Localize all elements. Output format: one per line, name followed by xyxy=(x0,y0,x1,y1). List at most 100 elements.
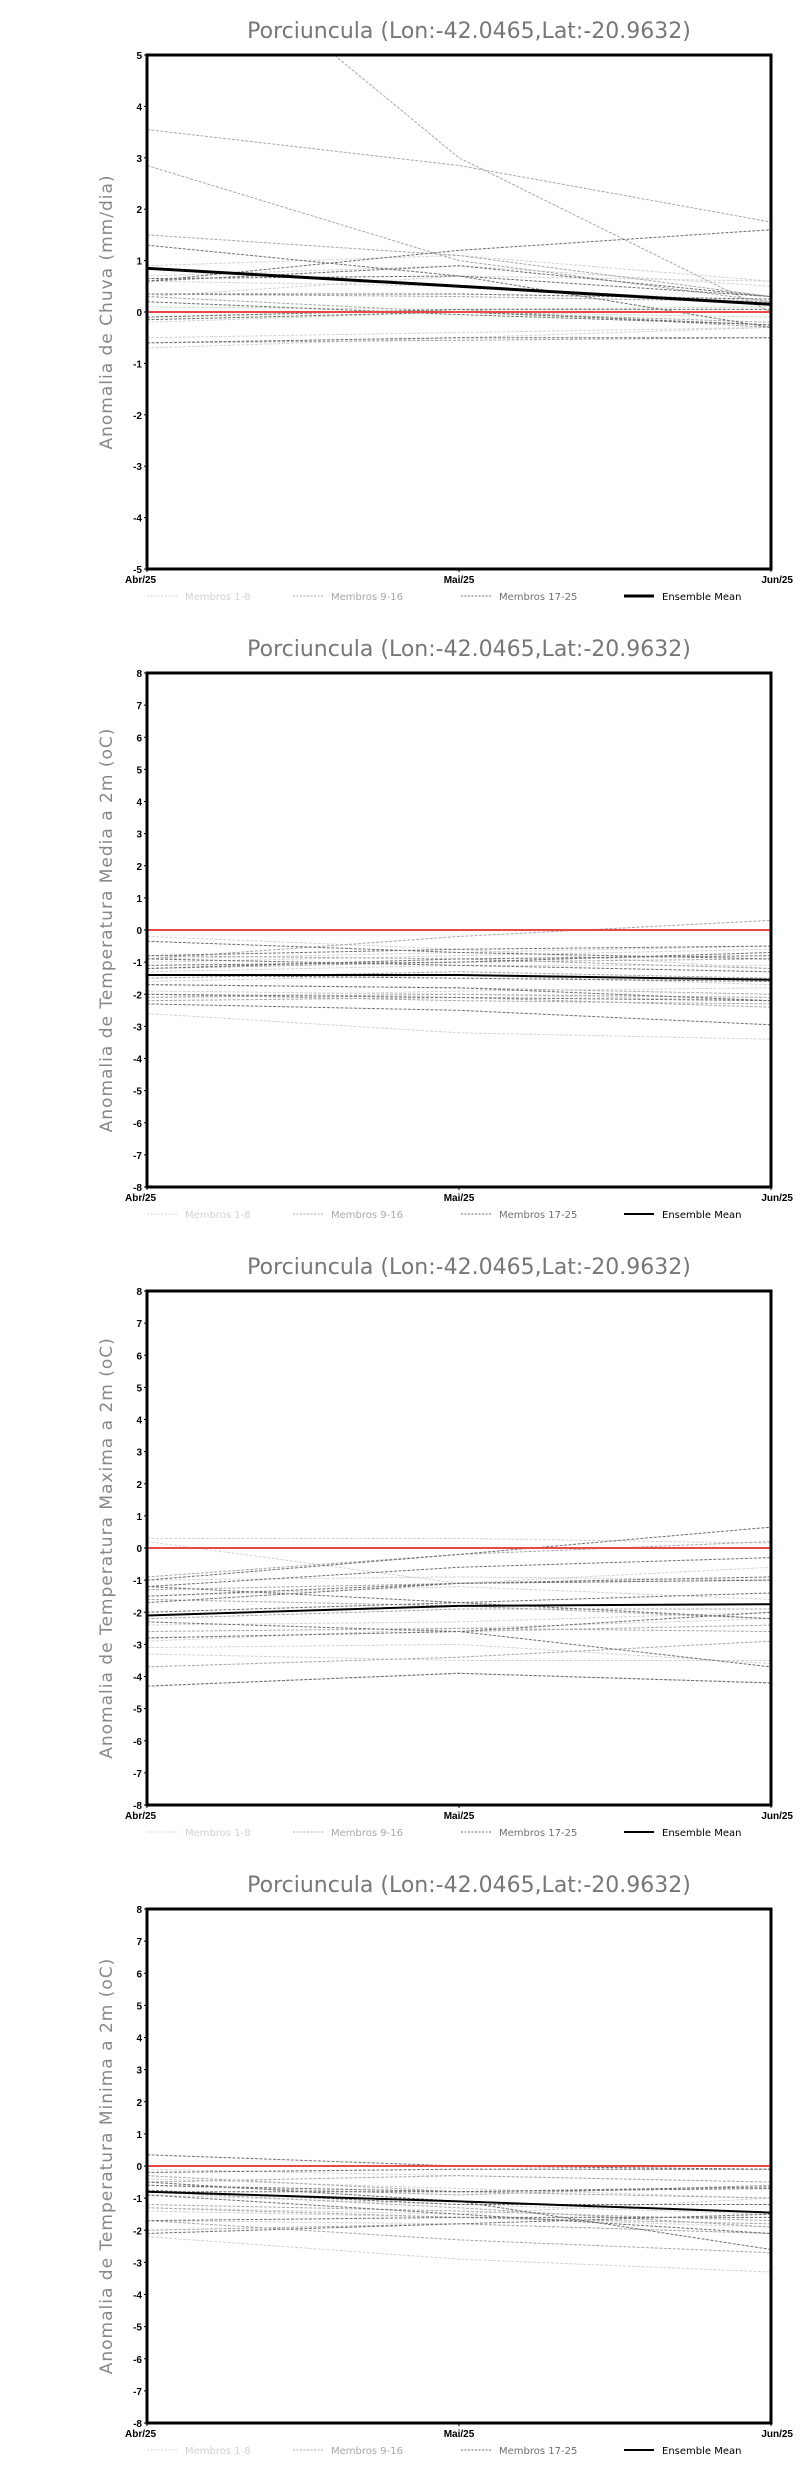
legend-label: Membros 1-8 xyxy=(185,592,251,603)
member-line-g0-2 xyxy=(147,948,771,963)
y-tick-label: -8 xyxy=(133,2419,142,2430)
y-tick-label: 7 xyxy=(136,701,142,712)
member-line-g2-4 xyxy=(147,974,771,982)
member-line-g2-6 xyxy=(147,301,771,326)
member-line-g2-4 xyxy=(147,1672,771,1687)
ensemble-mean-line xyxy=(147,1603,771,1617)
member-line-g2-0 xyxy=(147,229,771,282)
ensemble-mean-line xyxy=(147,2190,771,2214)
member-line-g0-4 xyxy=(147,2210,771,2228)
member-line-g1-5 xyxy=(147,293,771,303)
y-tick-label: -2 xyxy=(133,411,142,422)
member-line-g2-6 xyxy=(147,2216,771,2222)
x-tick-label: Jun/25 xyxy=(761,575,793,586)
member-line-g2-5 xyxy=(147,2194,771,2234)
y-tick-label: -8 xyxy=(133,1183,142,1194)
member-line-g0-1 xyxy=(147,1541,771,1584)
member-line-g2-0 xyxy=(147,2154,771,2170)
legend-label-mean: Ensemble Mean xyxy=(662,592,741,603)
y-tick-label: -5 xyxy=(133,2323,142,2334)
chart-0: Porciuncula (Lon:-42.0465,Lat:-20.9632) A… xyxy=(97,19,793,603)
y-tick-label: -2 xyxy=(133,1608,142,1619)
y-tick-label: -5 xyxy=(133,565,142,576)
y-tick-label: 3 xyxy=(136,2066,142,2077)
member-line-g2-7 xyxy=(147,308,771,318)
member-line-g0-3 xyxy=(147,1653,771,1661)
x-tick-label: Abr/25 xyxy=(125,1811,157,1822)
member-line-g1-4 xyxy=(147,993,771,1005)
y-tick-label: -7 xyxy=(133,1769,142,1780)
y-tick-label: 1 xyxy=(136,2130,142,2141)
y-tick-label: -6 xyxy=(133,1119,142,1130)
member-line-g2-8 xyxy=(147,1579,771,1604)
x-tick-label: Jun/25 xyxy=(761,1811,793,1822)
y-tick-label: 0 xyxy=(136,2162,142,2173)
chart-1: Porciuncula (Lon:-42.0465,Lat:-20.9632) A… xyxy=(97,637,793,1221)
member-line-g0-1 xyxy=(147,2236,771,2273)
legend-label: Membros 17-25 xyxy=(499,1828,577,1839)
member-line-g0-6 xyxy=(147,987,771,998)
y-tick-label: 6 xyxy=(136,733,142,744)
member-line-g1-2 xyxy=(147,1608,771,1620)
member-line-g0-6 xyxy=(147,1611,771,1626)
member-line-g1-3 xyxy=(147,234,771,298)
y-tick-label: -1 xyxy=(133,2194,142,2205)
y-tick-label: 3 xyxy=(136,154,142,165)
legend-label: Membros 9-16 xyxy=(331,2446,403,2457)
member-line-g2-2 xyxy=(147,951,771,966)
y-tick-label: 1 xyxy=(136,257,142,268)
x-tick-label: Abr/25 xyxy=(125,1193,157,1204)
member-line-g0-5 xyxy=(147,1586,771,1600)
y-axis-label: Anomalia de Temperatura Minima a 2m (oC) xyxy=(97,1958,117,2375)
member-line-g1-5 xyxy=(147,2223,771,2234)
y-tick-label: -1 xyxy=(133,958,142,969)
member-line-g1-3 xyxy=(147,984,771,995)
member-line-g2-1 xyxy=(147,945,771,957)
y-tick-label: 4 xyxy=(136,2034,142,2045)
legend-label: Membros 9-16 xyxy=(331,1828,403,1839)
x-tick-label: Abr/25 xyxy=(125,2429,157,2440)
y-tick-label: -4 xyxy=(133,514,142,525)
y-tick-label: -3 xyxy=(133,462,142,473)
ensemble-mean-line xyxy=(147,973,771,981)
member-line-g1-0 xyxy=(333,55,771,313)
member-line-g0-7 xyxy=(147,2220,771,2234)
y-tick-label: -2 xyxy=(133,990,142,1001)
member-line-g1-2 xyxy=(147,958,771,970)
member-line-g0-6 xyxy=(147,311,771,323)
legend-label: Membros 17-25 xyxy=(499,2446,577,2457)
legend-label: Membros 1-8 xyxy=(185,2446,251,2457)
y-tick-label: 7 xyxy=(136,1319,142,1330)
y-tick-label: -1 xyxy=(133,1576,142,1587)
y-tick-label: -6 xyxy=(133,2355,142,2366)
y-tick-label: 5 xyxy=(136,51,142,62)
member-line-g0-3 xyxy=(147,964,771,973)
y-tick-label: 6 xyxy=(136,1351,142,1362)
y-tick-label: 1 xyxy=(136,1512,142,1523)
y-tick-label: -7 xyxy=(133,2387,142,2398)
legend-label: Membros 1-8 xyxy=(185,1210,251,1221)
y-tick-label: 2 xyxy=(136,205,142,216)
x-tick-label: Abr/25 xyxy=(125,575,157,586)
chart-2: Porciuncula (Lon:-42.0465,Lat:-20.9632) A… xyxy=(97,1255,793,1839)
y-tick-label: 0 xyxy=(136,1544,142,1555)
legend-label: Membros 17-25 xyxy=(499,592,577,603)
member-line-g1-5 xyxy=(147,1672,771,1687)
plot-area xyxy=(147,55,771,349)
y-tick-label: -5 xyxy=(133,1705,142,1716)
y-axis-label: Anomalia de Temperatura Media a 2m (oC) xyxy=(97,728,117,1133)
member-line-g0-3 xyxy=(147,326,771,339)
member-line-g0-1 xyxy=(147,1013,771,1040)
member-line-g2-0 xyxy=(147,940,771,960)
member-line-g0-4 xyxy=(147,1576,771,1581)
y-tick-label: -7 xyxy=(133,1151,142,1162)
member-line-g2-8 xyxy=(147,2186,771,2193)
y-tick-label: 0 xyxy=(136,926,142,937)
y-tick-label: -4 xyxy=(133,1673,142,1684)
x-tick-label: Mai/25 xyxy=(444,575,475,586)
y-tick-label: -6 xyxy=(133,1737,142,1748)
chart-title: Porciuncula (Lon:-42.0465,Lat:-20.9632) xyxy=(247,1255,691,1280)
y-tick-label: 5 xyxy=(136,765,142,776)
y-tick-label: 8 xyxy=(136,1905,142,1916)
